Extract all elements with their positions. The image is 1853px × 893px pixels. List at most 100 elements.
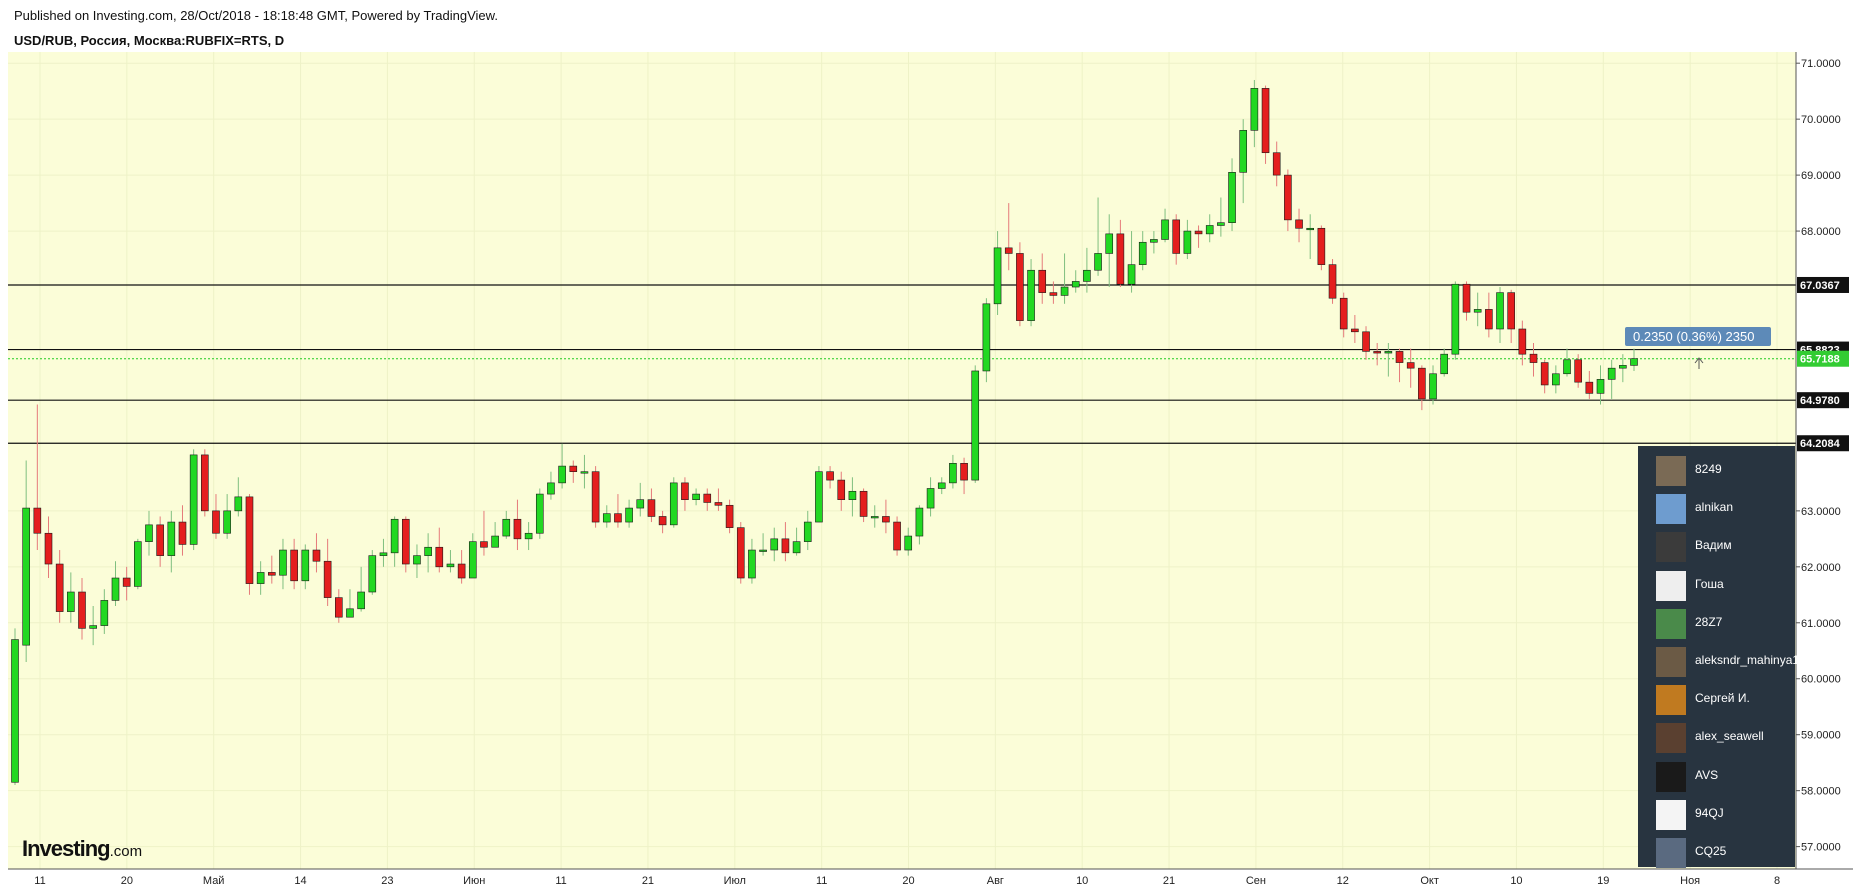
level-label: 64.9780: [1800, 395, 1840, 407]
user-item[interactable]: 28Z7: [1648, 607, 1793, 639]
user-item[interactable]: Гоша: [1648, 569, 1793, 601]
user-name: 94QJ: [1695, 805, 1724, 820]
candle-body: [1630, 358, 1638, 366]
candle-body: [1462, 283, 1471, 313]
avatar: [1656, 838, 1686, 868]
candle-body: [815, 471, 823, 523]
candle-body: [468, 541, 477, 579]
time-tick-label: Окт: [1420, 875, 1439, 887]
user-item[interactable]: alnikan: [1648, 492, 1793, 525]
candle-body: [89, 625, 97, 629]
candle-body: [379, 552, 388, 556]
candle-body: [1071, 281, 1080, 288]
time-tick-label: 21: [642, 875, 654, 887]
candle-body: [256, 572, 265, 584]
candle-body: [1306, 227, 1314, 231]
candle-body: [1395, 351, 1404, 363]
last-price-label-box: [1797, 350, 1849, 367]
user-item[interactable]: alex_seawell: [1648, 721, 1793, 754]
user-name: Сергей И.: [1695, 691, 1750, 706]
candle-body: [424, 546, 432, 556]
candle-body: [535, 493, 544, 534]
candle-body: [33, 507, 42, 534]
candle-body: [1027, 269, 1035, 321]
candle-body: [848, 490, 857, 500]
price-tick-label: 63.0000: [1801, 506, 1841, 518]
candle-body: [926, 488, 935, 509]
candle-body: [290, 549, 298, 582]
avatar: [1656, 608, 1686, 639]
user-item[interactable]: 94QJ: [1648, 798, 1793, 830]
candle-body: [134, 541, 142, 587]
time-tick-label: 11: [555, 875, 566, 887]
candle-body: [1607, 367, 1616, 380]
candle-body: [178, 521, 187, 545]
candle-body: [11, 639, 19, 783]
user-item[interactable]: 8249: [1648, 454, 1793, 486]
time-tick-label: 10: [1510, 875, 1522, 887]
level-label-box: [1797, 276, 1849, 293]
candle-body: [982, 303, 991, 372]
candle-body: [1339, 297, 1348, 330]
time-tick-label: Июл: [724, 875, 746, 887]
candle-body: [100, 600, 109, 626]
candle-body: [480, 541, 488, 548]
candle-body: [703, 493, 712, 503]
candle-body: [1406, 362, 1415, 369]
candle-body: [937, 482, 946, 489]
candle-body: [1473, 309, 1482, 313]
candle-body: [647, 499, 656, 517]
time-tick-label: 11: [34, 875, 45, 887]
candle-body: [636, 499, 645, 509]
candle-body: [859, 490, 868, 517]
user-name: 8249: [1695, 462, 1722, 476]
time-tick-label: 11: [816, 875, 827, 887]
candle-body: [78, 591, 86, 629]
level-label: 67.0367: [1800, 280, 1840, 292]
candle-body: [1228, 172, 1236, 223]
time-tick-label: 10: [1076, 875, 1088, 887]
candle-body: [681, 482, 689, 500]
candle-body: [223, 510, 231, 534]
candle-body: [692, 493, 700, 500]
candle-body: [1127, 264, 1136, 285]
users-panel: 8249 alnikan Вадим Гоша 28Z7 aleksndr_mahinya…: [1638, 446, 1799, 868]
candle-body: [1183, 230, 1192, 254]
time-tick-label: 20: [121, 875, 133, 887]
user-item[interactable]: AVS: [1648, 760, 1793, 792]
time-tick-label: 14: [294, 875, 306, 887]
candle-body: [334, 597, 343, 618]
logo-suffix: .com: [109, 843, 143, 860]
candle-body: [201, 454, 209, 512]
candle-body: [346, 608, 354, 618]
candle-body: [524, 532, 533, 540]
candle-body: [658, 516, 667, 526]
time-axis: 11 20 Май 14 23 Июн 11 21 Июл 11 20 Авг 10 21 Сен 12 Окт…: [34, 875, 1780, 887]
candle-body: [1418, 367, 1426, 400]
time-tick-label: 20: [902, 875, 914, 887]
user-item[interactable]: aleksndr_mahinya1: [1648, 645, 1799, 677]
user-item[interactable]: Вадим: [1648, 530, 1793, 563]
avatar: [1656, 494, 1686, 525]
candle-body: [993, 247, 1002, 305]
candle-body: [167, 521, 176, 556]
candle-body: [268, 572, 276, 576]
candle-body: [971, 370, 980, 481]
candle-body: [189, 454, 198, 545]
time-tick-label: Ноя: [1680, 875, 1700, 887]
candle-body: [1049, 292, 1058, 296]
candle-body: [1540, 362, 1549, 386]
symbol-title: USD/RUB, Россия, Москва:RUBFIX=RTS, D: [14, 33, 285, 48]
candle-body: [435, 546, 444, 568]
user-item[interactable]: Сергей И.: [1648, 683, 1793, 716]
candle-body: [1440, 353, 1448, 375]
candle-body: [736, 527, 745, 579]
change-badge-box: [1625, 327, 1771, 346]
candle-body: [323, 560, 332, 598]
avatar: [1656, 570, 1686, 601]
user-item[interactable]: CQ25: [1648, 836, 1793, 868]
avatar: [1656, 532, 1686, 563]
candle-body: [1272, 152, 1281, 176]
